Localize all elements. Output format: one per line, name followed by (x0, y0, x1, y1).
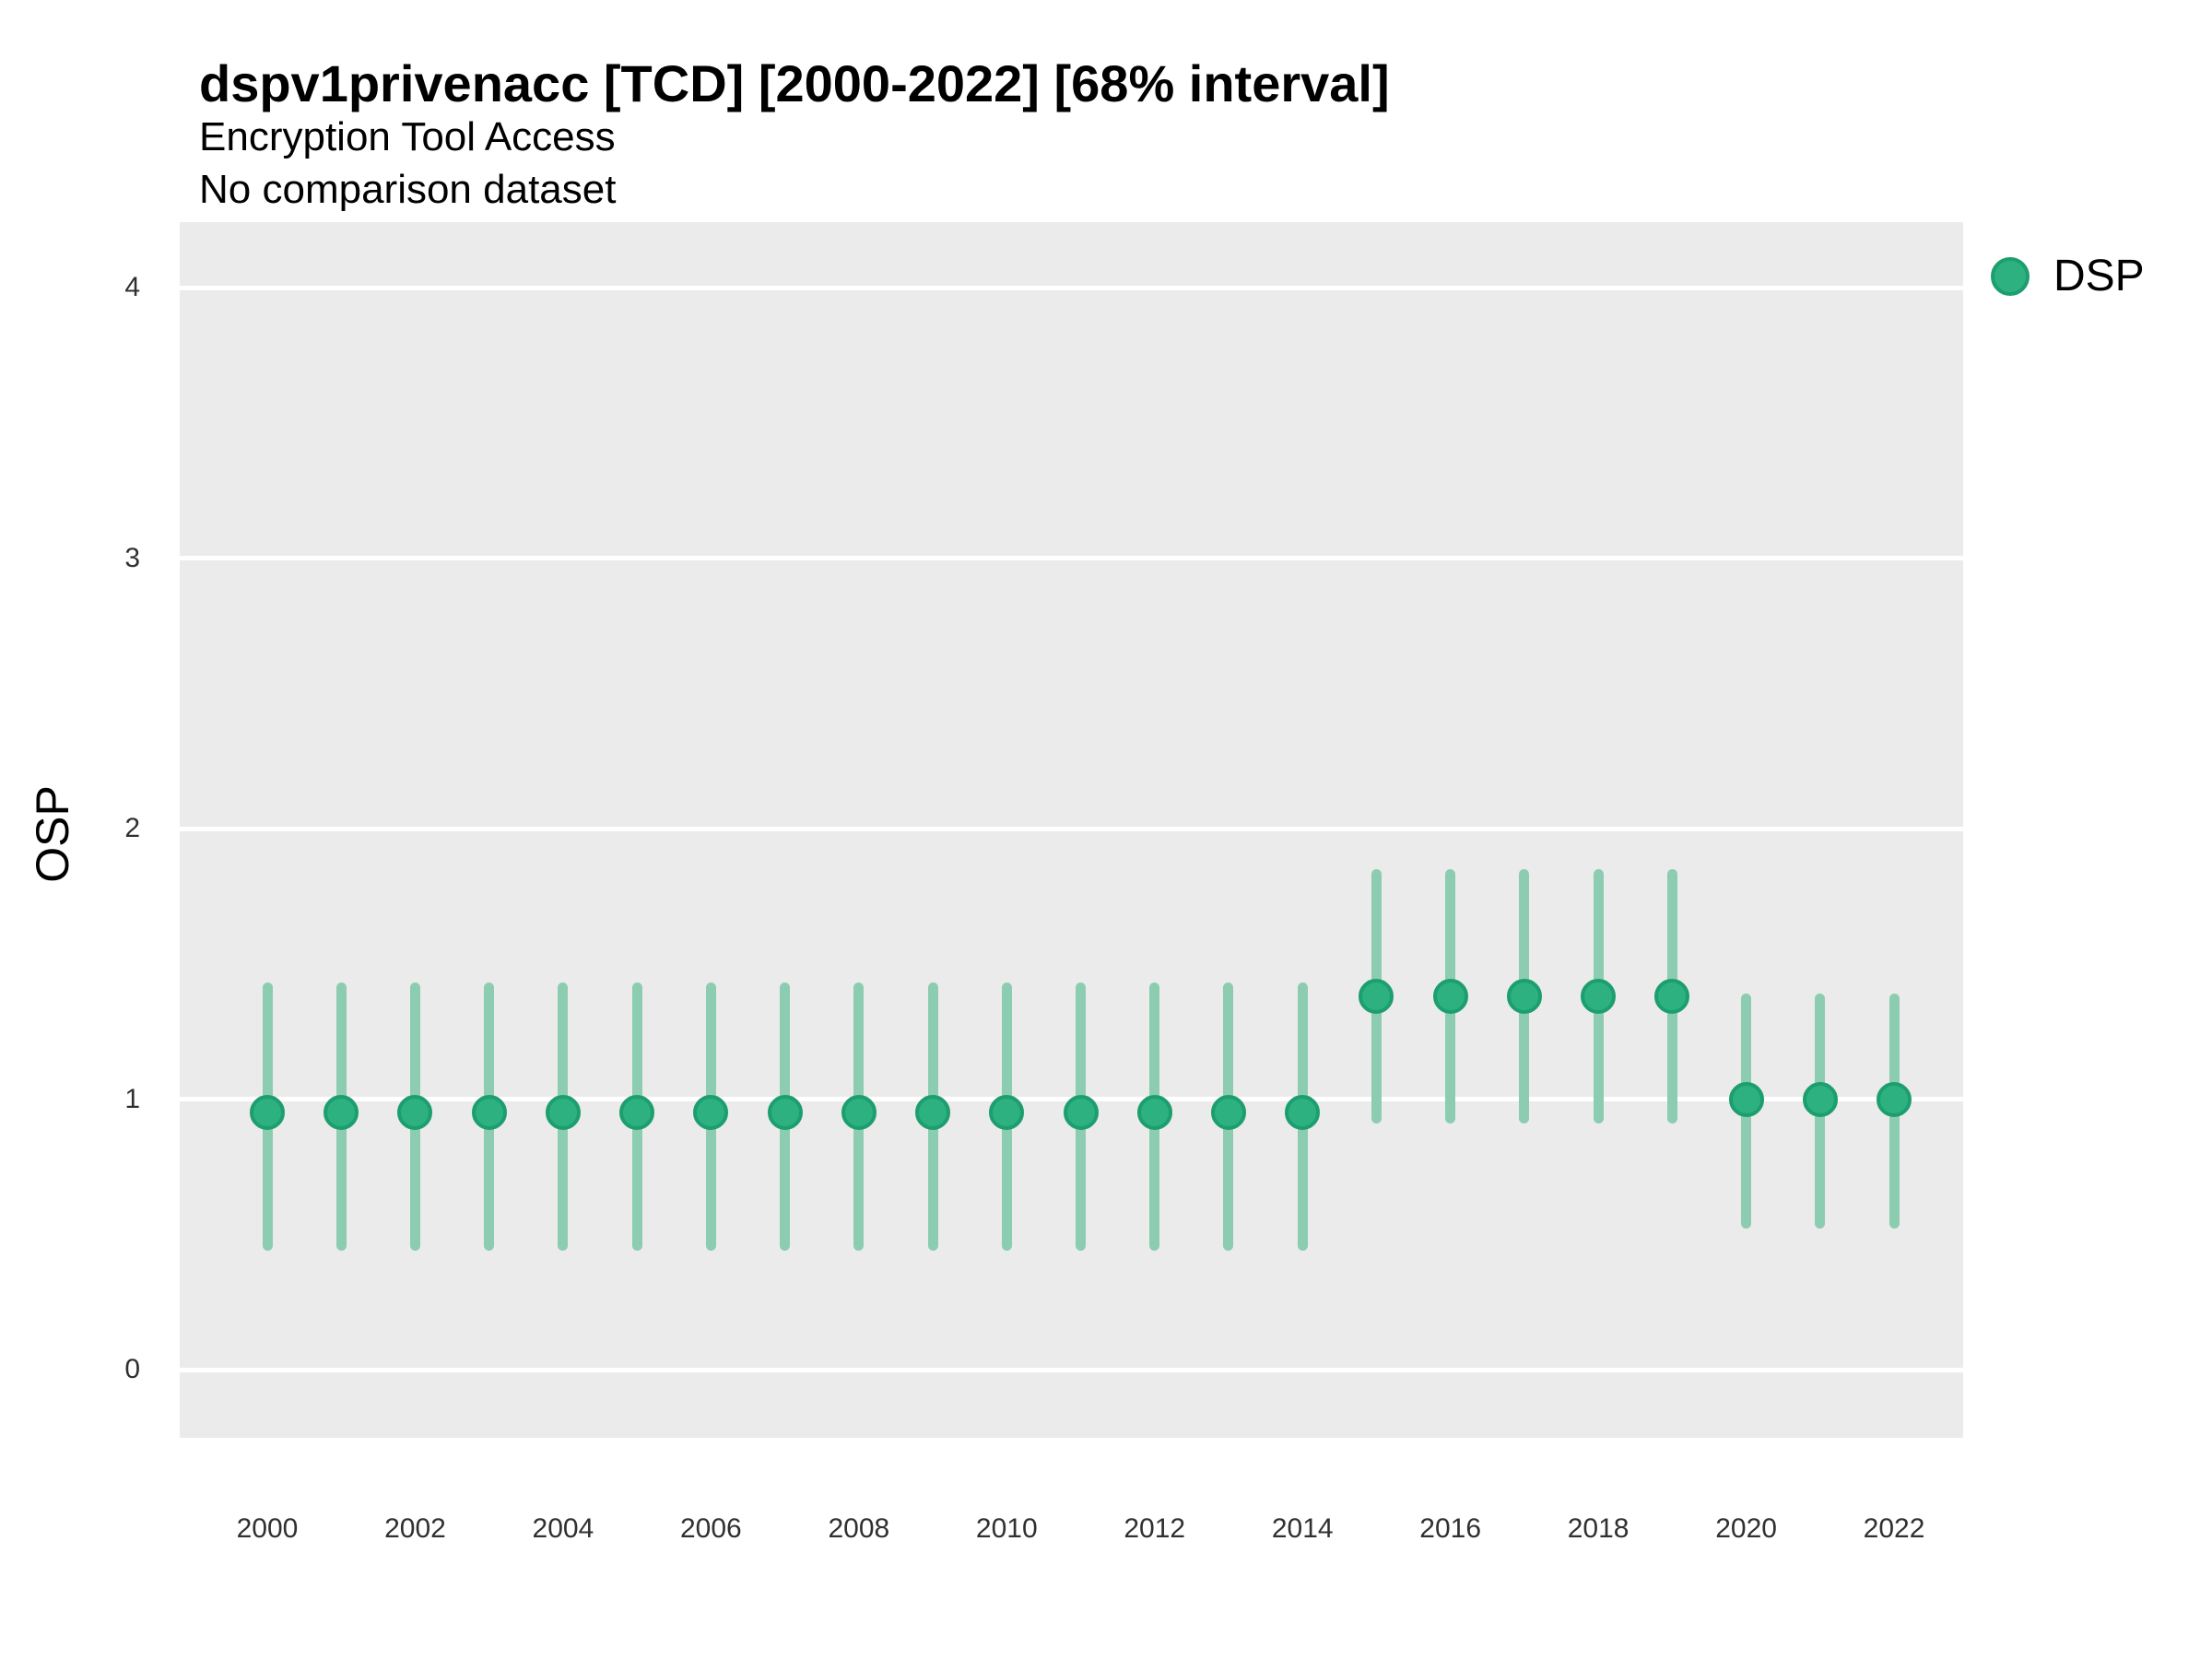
data-point-2009 (915, 1095, 951, 1131)
x-tick-label-2018: 2018 (1567, 1513, 1630, 1544)
x-tick-label-2004: 2004 (532, 1513, 594, 1544)
data-point-2014 (1285, 1095, 1321, 1131)
x-tick-label-2000: 2000 (236, 1513, 299, 1544)
data-point-2021 (1802, 1081, 1838, 1117)
data-point-2017 (1506, 978, 1542, 1014)
data-point-2006 (693, 1095, 729, 1131)
data-point-2003 (471, 1095, 507, 1131)
data-point-2001 (324, 1095, 359, 1131)
gridline-y-3 (180, 556, 1963, 560)
x-tick-label-2014: 2014 (1271, 1513, 1334, 1544)
y-tick-label-0: 0 (124, 1354, 140, 1384)
data-point-2019 (1654, 978, 1690, 1014)
data-point-2010 (989, 1095, 1025, 1131)
data-point-2022 (1877, 1081, 1912, 1117)
chart-subtitle: Encryption Tool Access (199, 114, 616, 159)
data-point-2016 (1432, 978, 1468, 1014)
data-point-2020 (1728, 1081, 1764, 1117)
x-tick-label-2020: 2020 (1715, 1513, 1777, 1544)
x-tick-label-2002: 2002 (384, 1513, 446, 1544)
data-point-2012 (1136, 1095, 1172, 1131)
data-point-2008 (841, 1095, 877, 1131)
gridline-y-2 (180, 826, 1963, 831)
x-tick-label-2016: 2016 (1419, 1513, 1482, 1544)
y-tick-label-4: 4 (124, 272, 140, 302)
gridline-y-4 (180, 285, 1963, 290)
data-point-2002 (397, 1095, 433, 1131)
x-tick-label-2022: 2022 (1863, 1513, 1925, 1544)
data-point-2004 (545, 1095, 581, 1131)
legend-point-marker-icon (1991, 256, 2030, 296)
data-point-2005 (619, 1095, 655, 1131)
chart-note: No comparison dataset (199, 167, 617, 212)
gridline-y-0 (180, 1367, 1963, 1372)
plot-panel (180, 222, 1963, 1438)
data-point-2011 (1063, 1095, 1099, 1131)
data-point-2000 (250, 1095, 285, 1131)
legend-series-label: DSP (2053, 252, 2145, 300)
data-point-2007 (767, 1095, 803, 1131)
data-point-2018 (1581, 978, 1617, 1014)
data-point-2015 (1359, 978, 1394, 1014)
x-tick-label-2006: 2006 (680, 1513, 742, 1544)
x-tick-label-2010: 2010 (975, 1513, 1038, 1544)
y-tick-label-2: 2 (124, 813, 140, 843)
x-tick-label-2012: 2012 (1124, 1513, 1186, 1544)
legend: DSP (1991, 251, 2145, 301)
chart-title: dspv1privenacc [TCD] [2000-2022] [68% in… (199, 54, 1390, 112)
x-tick-label-2008: 2008 (828, 1513, 890, 1544)
data-point-2013 (1210, 1095, 1246, 1131)
y-tick-label-1: 1 (124, 1083, 140, 1114)
y-tick-label-3: 3 (124, 542, 140, 573)
